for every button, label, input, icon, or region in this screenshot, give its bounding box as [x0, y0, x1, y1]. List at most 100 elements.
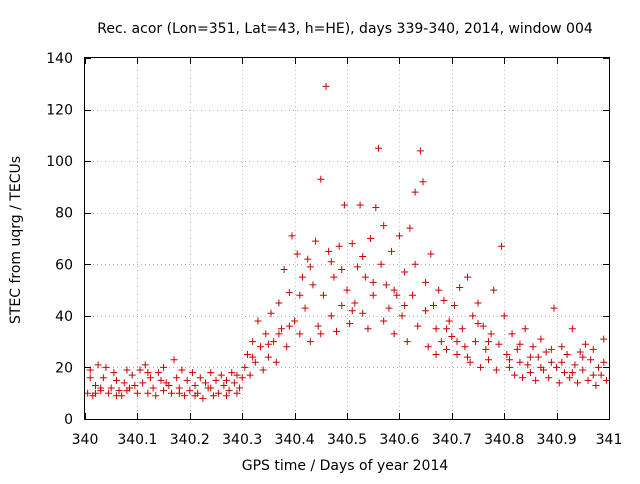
data-point	[319, 291, 327, 299]
data-point	[207, 384, 215, 392]
data-point	[356, 201, 364, 209]
data-point	[526, 353, 534, 361]
data-point	[579, 353, 587, 361]
data-point	[249, 353, 257, 361]
data-point	[335, 242, 343, 250]
data-point	[547, 358, 555, 366]
y-tick-label: 80	[55, 206, 73, 222]
data-point	[432, 325, 440, 333]
data-point	[377, 260, 385, 268]
data-point	[380, 222, 388, 230]
data-point	[450, 302, 458, 310]
data-point	[571, 361, 579, 369]
data-point	[461, 343, 469, 351]
data-point	[314, 322, 322, 330]
x-tick-label: 340.3	[222, 432, 262, 448]
data-point	[374, 144, 382, 152]
data-point	[513, 345, 521, 353]
data-point	[348, 240, 356, 248]
data-point	[484, 338, 492, 346]
data-point	[280, 265, 288, 273]
x-tick-label: 340.7	[432, 432, 472, 448]
data-point	[170, 356, 178, 364]
data-point	[516, 358, 524, 366]
data-point	[437, 338, 445, 346]
data-point	[403, 338, 411, 346]
data-point	[346, 320, 354, 328]
data-point	[579, 366, 587, 374]
data-point	[466, 358, 474, 366]
data-point	[191, 392, 199, 400]
data-point	[401, 302, 409, 310]
data-point	[519, 374, 527, 382]
data-point	[469, 312, 477, 320]
data-point	[367, 235, 375, 242]
data-point	[267, 309, 275, 317]
data-point	[448, 332, 456, 340]
data-point	[537, 363, 545, 371]
data-point	[508, 330, 516, 338]
data-point	[233, 389, 241, 397]
data-point	[222, 392, 230, 400]
data-point	[547, 345, 555, 353]
data-point	[464, 273, 472, 281]
data-point	[600, 335, 608, 343]
data-point	[285, 322, 293, 330]
data-point	[429, 302, 437, 310]
x-tick-label: 340	[72, 432, 99, 448]
data-point	[416, 147, 424, 155]
data-point	[309, 281, 317, 289]
data-point	[592, 381, 600, 389]
data-point	[285, 289, 293, 297]
data-point	[183, 376, 191, 384]
data-point	[107, 384, 115, 392]
y-tick-label: 100	[46, 154, 73, 170]
data-point	[222, 376, 230, 384]
data-point	[484, 356, 492, 364]
data-point	[220, 381, 228, 389]
data-point	[524, 361, 532, 369]
data-point	[589, 345, 597, 353]
data-point	[581, 340, 589, 348]
data-point	[84, 389, 92, 397]
x-tick-label: 340.4	[275, 432, 315, 448]
x-axis-label: GPS time / Days of year 2014	[242, 458, 449, 474]
y-tick-label: 60	[55, 257, 73, 273]
data-point	[178, 366, 186, 374]
data-point	[133, 389, 141, 397]
data-point	[270, 338, 278, 346]
data-point	[487, 330, 495, 338]
data-point	[86, 374, 94, 382]
data-point	[298, 273, 306, 281]
data-point	[380, 317, 388, 325]
data-point	[568, 369, 576, 377]
data-point	[152, 392, 160, 400]
data-point	[587, 356, 595, 364]
x-tick-label: 340.6	[379, 432, 419, 448]
data-point	[144, 389, 152, 397]
data-point	[322, 82, 330, 90]
data-point	[230, 379, 238, 387]
data-point	[427, 250, 435, 258]
data-point	[264, 353, 272, 361]
data-point	[340, 201, 348, 209]
data-point	[338, 302, 346, 310]
data-point	[212, 376, 220, 384]
data-point	[558, 358, 566, 366]
data-point	[364, 325, 372, 333]
data-point	[325, 247, 333, 255]
data-point	[411, 260, 419, 268]
data-point	[202, 379, 210, 387]
data-point	[456, 283, 464, 291]
data-point	[516, 340, 524, 348]
data-point	[147, 374, 154, 382]
data-point	[453, 338, 461, 346]
data-point	[251, 358, 259, 366]
data-point	[422, 278, 430, 286]
y-tick-label: 0	[64, 412, 73, 428]
data-point	[238, 374, 246, 382]
data-point	[217, 371, 225, 379]
data-point	[353, 263, 361, 271]
data-point	[474, 320, 482, 328]
data-point	[288, 232, 296, 240]
